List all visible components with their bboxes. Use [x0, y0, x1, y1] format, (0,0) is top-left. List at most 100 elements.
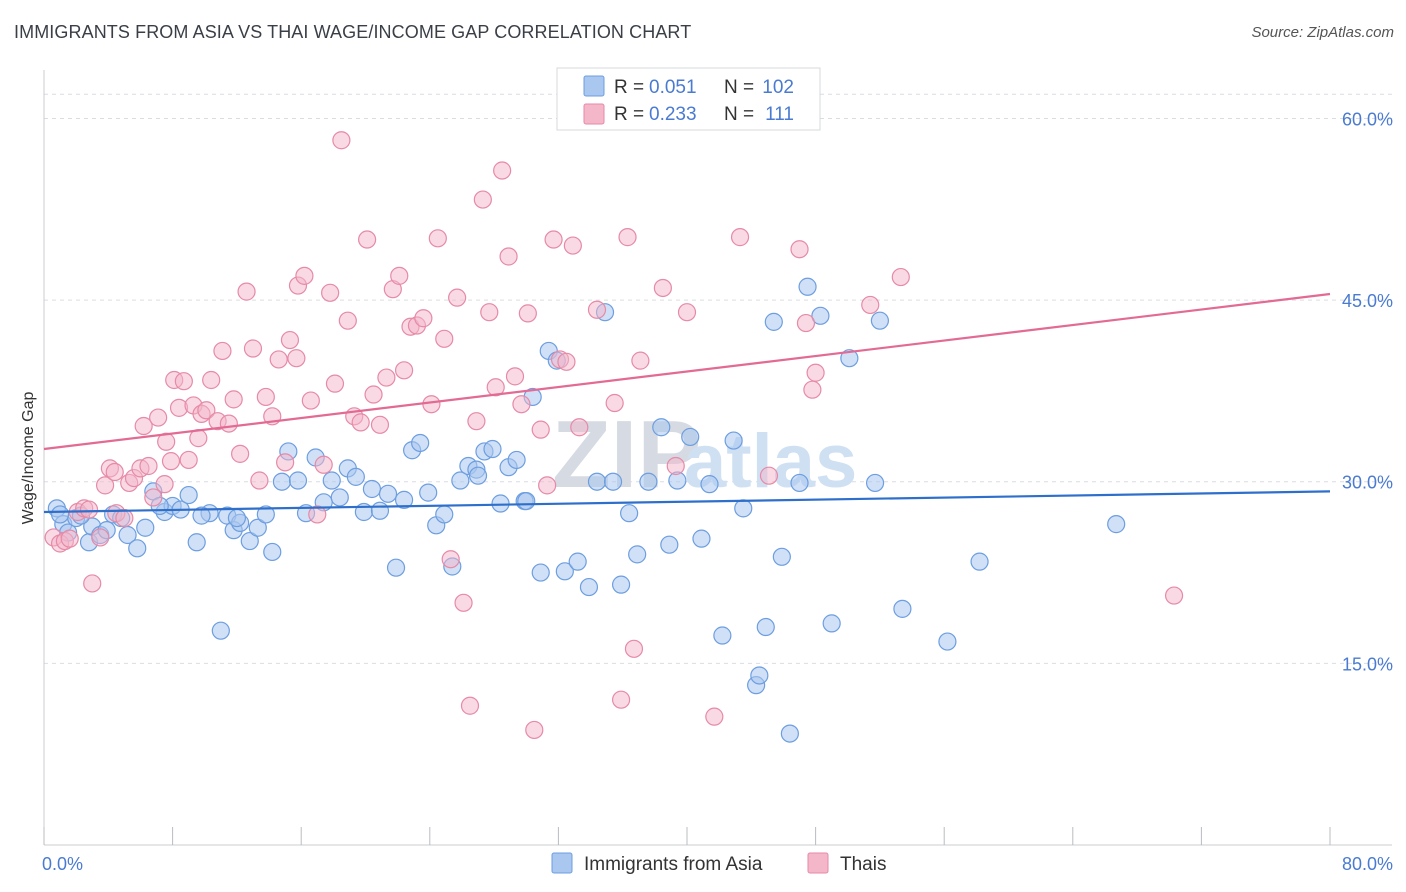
point-immigrants-from-asia: [50, 505, 70, 524]
point-thais: [377, 368, 396, 387]
bottom-legend-swatch-blue: [551, 852, 573, 874]
point-thais: [422, 395, 441, 414]
point-immigrants-from-asia: [970, 552, 989, 571]
point-immigrants-from-asia: [700, 475, 719, 494]
point-immigrants-from-asia: [620, 504, 639, 523]
point-immigrants-from-asia: [192, 506, 211, 525]
point-thais: [435, 329, 454, 348]
watermark: ZIP atlas: [552, 401, 857, 508]
point-thais: [538, 476, 557, 495]
point-thais: [605, 393, 624, 413]
point-immigrants-from-asia: [893, 599, 912, 618]
point-thais: [250, 471, 269, 490]
point-thais: [557, 352, 576, 371]
legend-n-value-2: 111: [765, 104, 794, 125]
point-thais: [134, 416, 153, 436]
point-thais: [512, 395, 531, 414]
point-immigrants-from-asia: [256, 505, 275, 524]
point-thais: [95, 476, 115, 495]
point-thais: [338, 311, 357, 330]
point-thais: [467, 412, 486, 431]
point-immigrants-from-asia: [419, 483, 438, 502]
legend-r-label-1: R =: [614, 77, 644, 98]
point-thais: [460, 696, 480, 715]
point-thais: [301, 391, 320, 410]
point-immigrants-from-asia: [780, 724, 799, 743]
legend-n-label-2: N =: [724, 104, 754, 125]
point-thais: [790, 240, 809, 259]
point-immigrants-from-asia: [790, 473, 809, 493]
point-thais: [473, 190, 492, 209]
y-tick-labels: 15.0% 30.0% 45.0% 60.0%: [1342, 109, 1393, 674]
point-immigrants-from-asia: [734, 499, 753, 518]
point-thais: [480, 303, 499, 322]
point-immigrants-from-asia: [811, 306, 830, 325]
point-thais: [295, 266, 314, 285]
point-immigrants-from-asia: [187, 533, 206, 552]
point-immigrants-from-asia: [211, 621, 230, 640]
series-thais: [44, 131, 1184, 740]
point-immigrants-from-asia: [750, 666, 769, 685]
point-thais: [83, 574, 102, 593]
point-immigrants-from-asia: [362, 479, 382, 499]
bottom-legend-label-2: Thais: [840, 854, 886, 875]
legend-n-value-1: 102: [762, 77, 794, 98]
point-immigrants-from-asia: [628, 545, 647, 564]
point-thais: [493, 161, 512, 180]
x-tick-label: 0.0%: [42, 854, 83, 874]
point-immigrants-from-asia: [692, 529, 711, 548]
point-immigrants-from-asia: [386, 558, 406, 577]
point-immigrants-from-asia: [938, 632, 957, 651]
point-immigrants-from-asia: [128, 539, 147, 558]
point-immigrants-from-asia: [681, 427, 700, 447]
point-thais: [759, 466, 779, 485]
source-label: Source: ZipAtlas.com: [1251, 24, 1394, 41]
point-immigrants-from-asia: [531, 563, 550, 582]
point-thais: [269, 350, 288, 369]
point-thais: [60, 529, 79, 548]
point-immigrants-from-asia: [378, 484, 398, 503]
y-tick-label: 30.0%: [1342, 473, 1393, 493]
y-tick-label: 45.0%: [1342, 291, 1393, 311]
bottom-legend-swatch-pink: [807, 852, 829, 874]
point-thais: [796, 313, 816, 333]
point-thais: [611, 690, 631, 709]
point-immigrants-from-asia: [272, 472, 292, 491]
point-thais: [486, 378, 505, 397]
point-thais: [91, 528, 110, 547]
point-thais: [1164, 586, 1184, 605]
point-immigrants-from-asia: [435, 505, 454, 524]
point-thais: [414, 309, 433, 328]
stats-legend: R = 0.051 N = 102 R = 0.233 N = 111: [556, 67, 821, 131]
point-immigrants-from-asia: [227, 508, 246, 528]
point-thais: [505, 367, 525, 386]
series-immigrants-from-asia: [47, 277, 1126, 743]
point-immigrants-from-asia: [568, 552, 587, 571]
bottom-legend-label-1: Immigrants from Asia: [584, 854, 763, 875]
point-thais: [454, 593, 473, 612]
point-immigrants-from-asia: [507, 450, 526, 470]
legend-r-label-2: R =: [614, 104, 644, 125]
point-thais: [730, 228, 750, 247]
point-thais: [544, 230, 563, 249]
x-tick-label: 80.0%: [1342, 854, 1393, 874]
point-thais: [525, 720, 544, 740]
legend-r-value-2: 0.233: [649, 104, 697, 125]
point-thais: [219, 414, 238, 433]
point-immigrants-from-asia: [451, 471, 470, 490]
point-thais: [861, 295, 880, 315]
watermark-zip: ZIP: [552, 401, 701, 508]
point-thais: [314, 455, 333, 474]
point-immigrants-from-asia: [136, 518, 155, 537]
point-immigrants-from-asia: [394, 490, 414, 509]
point-thais: [144, 488, 163, 507]
point-thais: [321, 283, 340, 302]
point-immigrants-from-asia: [322, 471, 341, 490]
point-immigrants-from-asia: [468, 466, 488, 485]
point-thais: [155, 475, 174, 494]
point-thais: [563, 236, 582, 255]
legend-n-label-1: N =: [724, 77, 754, 98]
point-thais: [587, 300, 607, 319]
point-immigrants-from-asia: [822, 614, 841, 633]
point-thais: [390, 266, 409, 285]
